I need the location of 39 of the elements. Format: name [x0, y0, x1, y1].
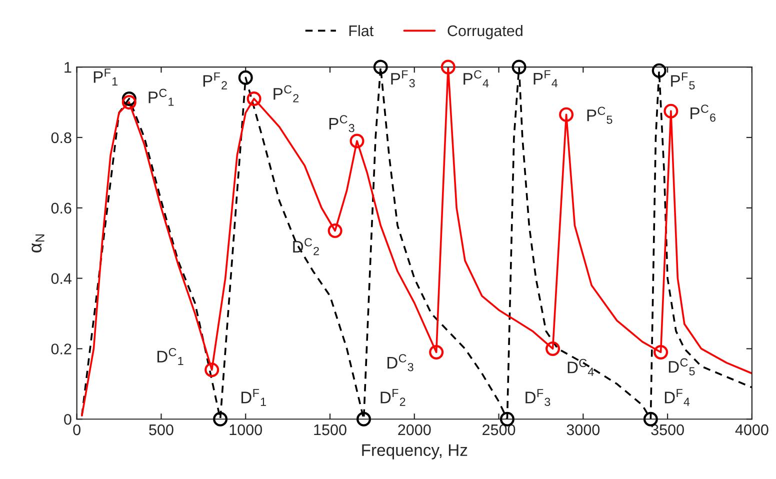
y-axis-title: α$_{N}$ [32, 234, 44, 252]
y-tick-label: 0.4 [51, 273, 72, 284]
y-tick-label: 0.6 [51, 202, 72, 214]
x-tick-label: 3500 [651, 424, 684, 436]
annotation: D$^{F}$$_{4}$ [664, 389, 690, 406]
annotation: D$^{C}$$_{3}$ [388, 354, 414, 372]
annotation: D$^{C}$$_{2}$ [293, 238, 319, 256]
annotation: D$^{C}$$_{4}$ [568, 358, 594, 376]
y-tick-label: 0.2 [51, 344, 72, 354]
x-tick-label: 4000 [735, 424, 768, 436]
x-tick-label: 3000 [566, 424, 600, 436]
annotation: D$^{F}$$_{2}$ [380, 389, 406, 406]
annotation: P$^{C}$$_{5}$ [587, 106, 612, 124]
annotation: P$^{C}$$_{1}$ [148, 88, 174, 106]
annotation: P$^{F}$$_{2}$ [203, 72, 227, 90]
y-tick-label: 0 [64, 414, 72, 425]
x-tick-label: 1000 [230, 424, 262, 436]
annotation: P$^{C}$$_{2}$ [274, 85, 299, 102]
y-tick-label: 0.8 [51, 132, 72, 144]
x-tick-label: 0 [73, 424, 80, 436]
x-tick-label: 2000 [398, 424, 431, 436]
x-tick-label: 2500 [482, 424, 516, 436]
y-tick-label: 1 [64, 62, 72, 73]
annotation: D$^{C}$$_{1}$ [157, 348, 184, 365]
annotation: D$^{C}$$_{5}$ [668, 358, 695, 376]
legend-label: Corrugated [448, 24, 522, 40]
annotation: P$^{C}$$_{3}$ [329, 115, 354, 132]
annotation: D$^{F}$$_{1}$ [241, 389, 266, 406]
annotation: P$^{C}$$_{4}$ [464, 70, 489, 88]
annotation: D$^{F}$$_{3}$ [526, 389, 550, 406]
annotation: P$^{F}$$_{3}$ [391, 70, 415, 88]
x-tick-label: 500 [149, 424, 174, 436]
annotation: P$^{F}$$_{1}$ [94, 68, 118, 86]
annotation: P$^{F}$$_{4}$ [534, 70, 558, 88]
x-axis-title: Frequency, Hz [362, 444, 468, 460]
legend-label: Flat [349, 24, 374, 36]
x-tick-label: 1500 [314, 424, 346, 436]
annotation: P$^{F}$$_{5}$ [671, 72, 695, 90]
annotation: P$^{C}$$_{6}$ [690, 104, 716, 122]
